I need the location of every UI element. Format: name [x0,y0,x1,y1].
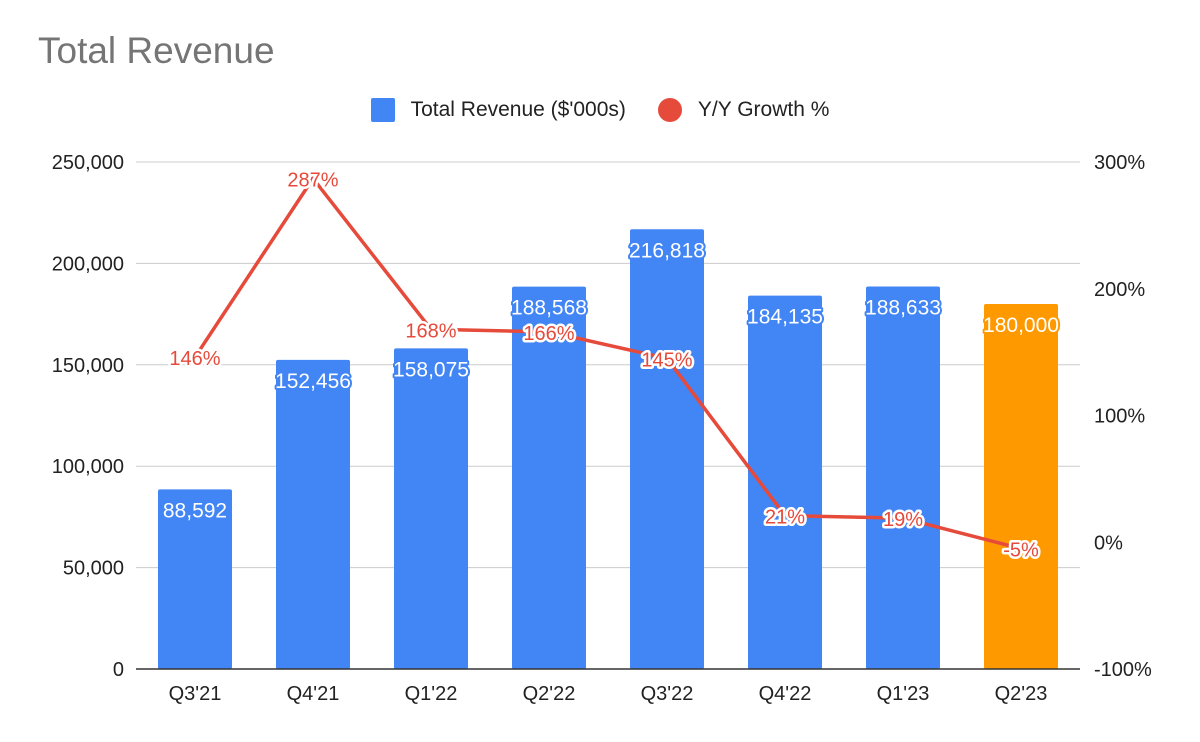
growth-value-label: 287% [287,169,338,191]
legend-swatch-growth [657,98,682,122]
growth-value-label: 166% [523,323,574,345]
y-left-tick-label: 50,000 [63,558,124,580]
growth-point [1019,546,1023,551]
labels-layer: 88,592 152,456 158,075 188,568 216,818 184,13… [161,167,1061,564]
legend-label-revenue: Total Revenue ($'000s) [410,98,626,121]
legend: Total Revenue ($'000s) Y/Y Growth % [0,98,1200,122]
bar-value-label: 188,633 [865,296,941,319]
y-right-tick-label: 300% [1094,152,1145,174]
bar [630,229,704,669]
y-right-tick-label: 200% [1094,279,1145,301]
bar-value-label: 180,000 [983,314,1059,337]
axis-layer: 0 50,000 100,000 150,000 200,000 250,000 -100%… [52,152,1152,705]
growth-value-label: 168% [405,320,456,342]
legend-item-growth: Y/Y Growth % [657,98,830,122]
growth-value-label: 145% [641,349,692,371]
growth-point [665,356,669,361]
x-tick-label: Q2'23 [995,683,1048,705]
bar [984,303,1058,669]
bar [866,286,940,669]
x-tick-label: Q1'22 [405,683,458,705]
legend-label-growth: Y/Y Growth % [697,98,830,121]
y-left-tick-label: 250,000 [52,152,124,174]
x-tick-label: Q4'22 [759,683,812,705]
bars-layer [158,229,1058,669]
bar [158,489,232,669]
y-left-tick-label: 0 [113,659,124,681]
x-tick-label: Q4'21 [287,683,340,705]
y-left-tick-label: 150,000 [52,355,124,377]
bar [276,359,350,669]
growth-line [193,176,1022,551]
bar-value-label: 152,456 [275,370,351,393]
bar [512,286,586,669]
legend-swatch-revenue [370,98,395,122]
x-tick-label: Q2'22 [523,683,576,705]
growth-value-label: -5% [1003,540,1039,562]
growth-point [193,355,197,360]
x-tick-label: Q3'21 [169,683,222,705]
y-left-tick-label: 200,000 [52,253,124,275]
line-layer [193,176,1023,551]
bar-value-label: 184,135 [747,306,823,329]
growth-point [901,516,905,521]
y-left-tick-label: 100,000 [52,456,124,478]
bar-value-label: 158,075 [393,358,469,381]
growth-value-label: 19% [883,509,923,531]
growth-point [547,329,551,334]
growth-value-label: 21% [765,507,805,529]
y-right-tick-label: -100% [1094,659,1152,681]
growth-point [311,176,315,181]
legend-item-revenue: Total Revenue ($'000s) [370,98,626,122]
x-tick-label: Q1'23 [877,683,930,705]
bar [394,348,468,669]
bar [748,295,822,669]
x-tick-label: Q3'22 [641,683,694,705]
bar-value-label: 216,818 [629,239,705,262]
y-right-tick-label: 100% [1094,406,1145,428]
bar-value-label: 188,568 [511,297,587,320]
bar-value-label: 88,592 [163,499,227,522]
y-right-tick-label: 0% [1094,532,1123,554]
growth-point [783,513,787,518]
growth-value-label: 146% [169,348,220,370]
growth-point [429,327,433,332]
chart-title: Total Revenue [38,30,275,71]
